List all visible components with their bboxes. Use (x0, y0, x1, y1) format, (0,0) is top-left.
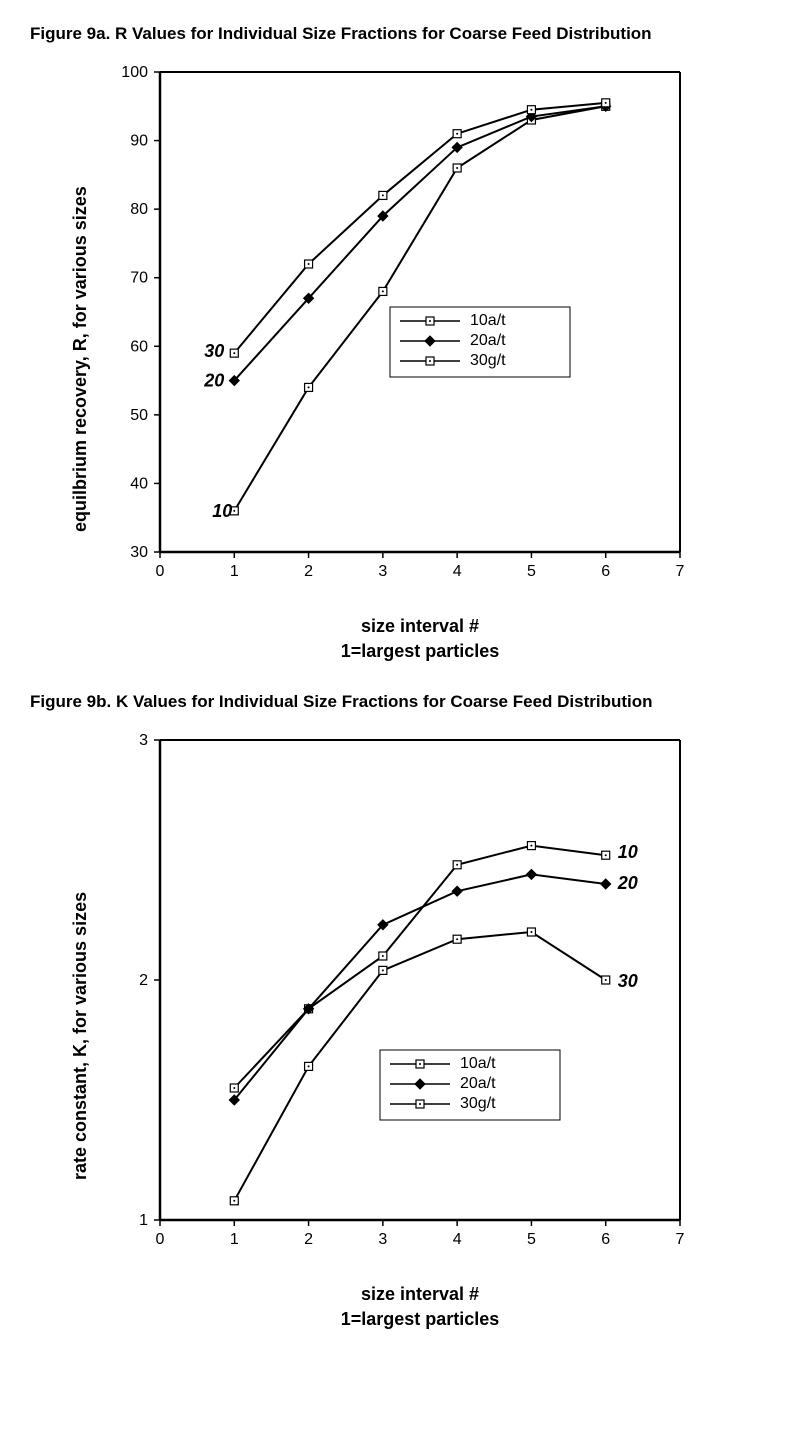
figure-9a-xlabel-1: size interval # (160, 616, 680, 637)
svg-text:30: 30 (130, 544, 148, 561)
figure-9b-xlabel-1: size interval # (160, 1284, 680, 1305)
figure-9a-title: Figure 9a. R Values for Individual Size … (30, 24, 770, 44)
svg-text:2: 2 (304, 563, 313, 580)
svg-text:5: 5 (527, 563, 536, 580)
svg-text:20: 20 (203, 371, 224, 391)
svg-text:100: 100 (121, 64, 148, 81)
svg-text:60: 60 (130, 338, 148, 355)
svg-text:40: 40 (130, 475, 148, 492)
figure-9b-chart: rate constant, K, for various sizes 1230… (90, 720, 770, 1330)
figure-9a-xlabel-2: 1=largest particles (160, 641, 680, 662)
figure-9b-xlabel-2: 1=largest particles (160, 1309, 680, 1330)
figure-9a-ylabel: equilbrium recovery, R, for various size… (70, 186, 91, 532)
svg-text:7: 7 (676, 1231, 685, 1248)
svg-text:30: 30 (204, 341, 224, 361)
svg-text:50: 50 (130, 407, 148, 424)
svg-text:30: 30 (618, 971, 638, 991)
svg-text:3: 3 (139, 732, 148, 749)
figure-9a-chart: equilbrium recovery, R, for various size… (90, 52, 770, 662)
svg-text:1: 1 (139, 1212, 148, 1229)
svg-text:6: 6 (601, 563, 610, 580)
figure-9b-title: Figure 9b. K Values for Individual Size … (30, 692, 770, 712)
svg-text:30g/t: 30g/t (460, 1095, 496, 1112)
svg-text:6: 6 (601, 1231, 610, 1248)
svg-text:30g/t: 30g/t (470, 352, 506, 369)
svg-text:20: 20 (617, 873, 638, 893)
svg-text:70: 70 (130, 270, 148, 287)
svg-text:0: 0 (156, 563, 165, 580)
svg-text:3: 3 (378, 563, 387, 580)
svg-text:90: 90 (130, 133, 148, 150)
svg-text:10: 10 (618, 842, 638, 862)
figure-9b-ylabel: rate constant, K, for various sizes (70, 892, 91, 1180)
svg-text:1: 1 (230, 563, 239, 580)
svg-text:4: 4 (453, 563, 462, 580)
svg-text:3: 3 (378, 1231, 387, 1248)
svg-text:1: 1 (230, 1231, 239, 1248)
svg-text:10: 10 (212, 501, 232, 521)
svg-text:2: 2 (139, 972, 148, 989)
svg-text:0: 0 (156, 1231, 165, 1248)
svg-text:7: 7 (676, 563, 685, 580)
svg-text:10a/t: 10a/t (460, 1055, 496, 1072)
svg-text:20a/t: 20a/t (460, 1075, 496, 1092)
svg-text:2: 2 (304, 1231, 313, 1248)
svg-text:80: 80 (130, 201, 148, 218)
svg-text:5: 5 (527, 1231, 536, 1248)
svg-text:20a/t: 20a/t (470, 332, 506, 349)
svg-text:4: 4 (453, 1231, 462, 1248)
svg-text:10a/t: 10a/t (470, 312, 506, 329)
